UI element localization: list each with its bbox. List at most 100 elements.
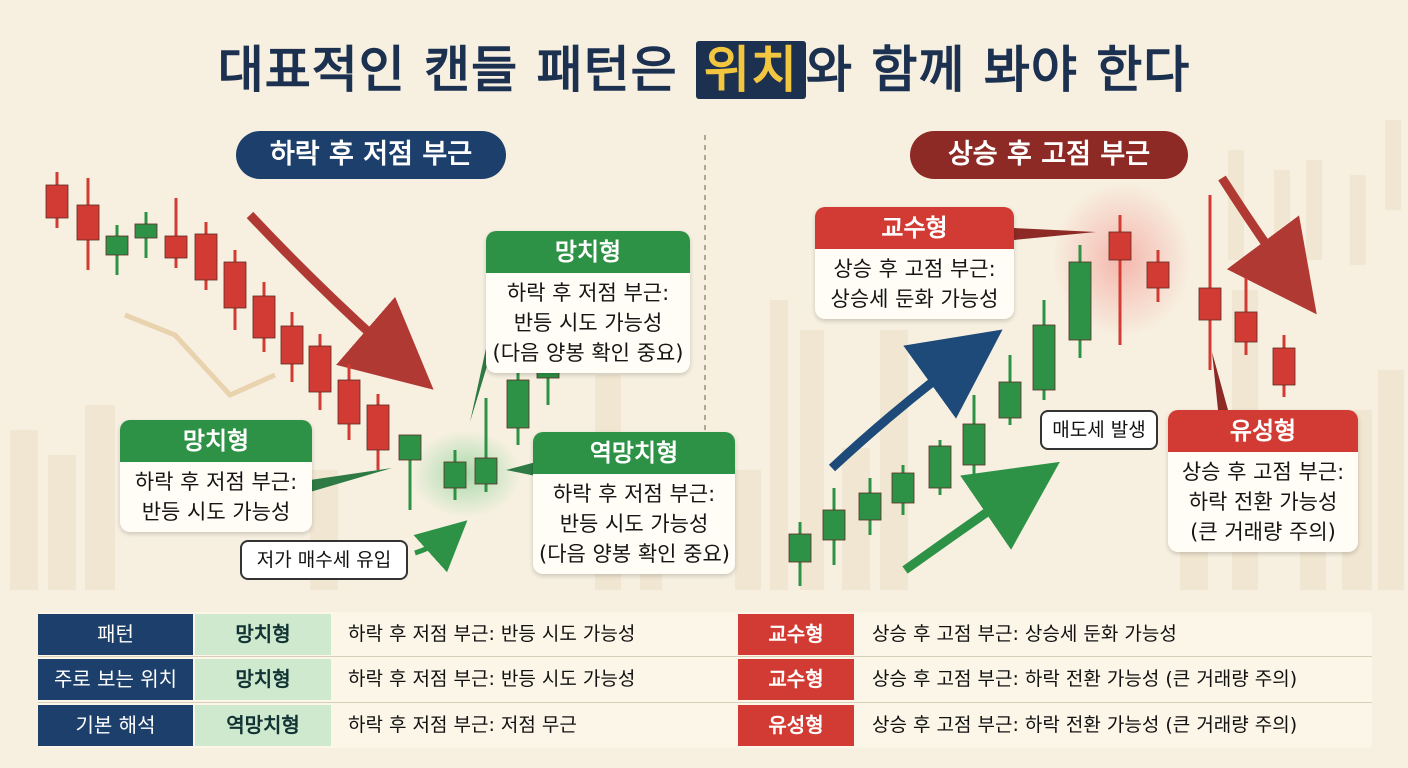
background-bar — [1378, 370, 1404, 590]
left-description: 하락 후 저점 부근: 반등 시도 가능성 — [348, 623, 636, 645]
table-row: 기본 해석 역망치형 하락 후 저점 부근: 저점 무근 유성형 상승 후 고점… — [38, 705, 1372, 748]
candle — [822, 488, 846, 565]
right-description: 상승 후 고점 부근: 상승세 둔화 가능성 — [872, 623, 1177, 645]
candle — [962, 395, 986, 480]
downtrend-arrow — [246, 211, 434, 390]
candle — [134, 212, 158, 258]
card-line: 상승 후 고점 부근: — [1181, 460, 1345, 484]
left-description: 하락 후 저점 부근: 저점 무근 — [348, 714, 577, 736]
background-bar — [48, 455, 76, 590]
candle-body — [928, 445, 952, 489]
card-line: 상승세 둔화 가능성 — [830, 287, 999, 311]
candle — [76, 178, 100, 270]
bubble-selling: 매도세 발생 — [1040, 410, 1158, 450]
reversal-arrow — [1218, 175, 1317, 315]
right-description: 상승 후 고점 부근: 하락 전환 가능성 (큰 거래량 주의) — [872, 668, 1298, 690]
candle — [1234, 278, 1258, 355]
candle — [1146, 250, 1170, 302]
candle-body — [998, 381, 1022, 419]
candle — [998, 355, 1022, 425]
table-row: 주로 보는 위치 망치형 하락 후 저점 부근: 반등 시도 가능성 교수형 상… — [38, 659, 1372, 702]
candle-body — [1272, 347, 1296, 386]
candle-body — [1108, 231, 1132, 261]
card-line: (다음 양봉 확인 중요) — [492, 341, 684, 365]
candle — [474, 398, 498, 492]
candle-body — [443, 461, 467, 489]
candle-body — [1068, 261, 1092, 341]
card-title: 유성형 — [1168, 410, 1358, 452]
candle-body — [398, 434, 422, 461]
candles — [45, 172, 1296, 586]
candle — [1068, 245, 1092, 358]
candle — [194, 222, 218, 290]
right-description: 상승 후 고점 부근: 하락 전환 가능성 (큰 거래량 주의) — [872, 714, 1298, 736]
candle-body — [134, 223, 158, 239]
candle-body — [858, 492, 882, 521]
right-pattern: 교수형 — [738, 659, 854, 700]
candle-body — [76, 204, 100, 241]
title-highlight: 위치 — [696, 41, 806, 99]
candle — [105, 225, 129, 275]
card-shooting-star: 유성형 상승 후 고점 부근: 하락 전환 가능성 (큰 거래량 주의) — [1168, 410, 1358, 552]
background-bar — [1306, 160, 1322, 260]
card-line: (다음 양봉 확인 중요) — [539, 542, 730, 566]
left-pattern: 망치형 — [195, 614, 331, 655]
faint-trend-line — [124, 312, 277, 399]
candle — [164, 198, 188, 268]
candle — [223, 250, 247, 330]
candle — [788, 522, 812, 586]
card-line: 하락 후 저점 부근: — [506, 281, 670, 305]
candle-body — [1146, 261, 1170, 289]
candle-body — [280, 325, 304, 365]
section-label-bottom: 하락 후 저점 부근 — [236, 131, 506, 179]
candle-body — [45, 184, 69, 219]
row-divider — [38, 656, 1372, 657]
card-title: 역망치형 — [533, 432, 735, 474]
card-hammer-top: 망치형 하락 후 저점 부근: 반등 시도 가능성 (다음 양봉 확인 중요) — [486, 231, 690, 373]
right-pattern: 유성형 — [738, 705, 854, 746]
candle — [398, 434, 422, 510]
candle-body — [1198, 287, 1222, 321]
candle — [252, 282, 276, 352]
background-bar — [880, 330, 908, 590]
background-bar — [770, 300, 788, 590]
candle-body — [337, 379, 361, 425]
card-line: 하락 후 저점 부근: — [134, 470, 298, 494]
card-line: 하락 후 저점 부근: — [552, 482, 716, 506]
candle-body — [474, 457, 498, 485]
background-bar — [1385, 120, 1401, 210]
table-row: 패턴 망치형 하락 후 저점 부근: 반등 시도 가능성 교수형 상승 후 고점… — [38, 614, 1372, 657]
candle — [1198, 195, 1222, 370]
candle — [1272, 335, 1296, 397]
candle — [443, 450, 467, 500]
candle-body — [962, 423, 986, 466]
card-hanging-man: 교수형 상승 후 고점 부근: 상승세 둔화 가능성 — [815, 207, 1014, 319]
card-inverted-hammer: 역망치형 하락 후 저점 부근: 반등 시도 가능성 (다음 양봉 확인 중요) — [533, 432, 735, 574]
candle — [1108, 215, 1132, 345]
background-bar — [1274, 170, 1290, 260]
background-bar — [10, 430, 38, 590]
row-label: 패턴 — [38, 614, 193, 655]
candle-body — [252, 295, 276, 339]
candle — [928, 440, 952, 495]
candle — [308, 334, 332, 410]
small-green-arrow — [413, 520, 468, 573]
candle-body — [891, 472, 915, 504]
right-pattern: 교수형 — [738, 614, 854, 655]
candle-body — [788, 533, 812, 563]
candle — [366, 394, 390, 470]
card-line: (큰 거래량 주의) — [1190, 520, 1336, 544]
background-bar — [735, 470, 761, 590]
uptrend-arrow — [828, 329, 1003, 472]
row-divider — [38, 702, 1372, 703]
candle-body — [223, 261, 247, 309]
candle-body — [308, 345, 332, 393]
row-label: 주로 보는 위치 — [38, 659, 193, 700]
left-pattern: 망치형 — [195, 659, 331, 700]
card-line: 반등 시도 가능성 — [559, 512, 709, 536]
rebound-arrow — [902, 461, 1060, 574]
background-bar — [1350, 175, 1366, 265]
row-label: 기본 해석 — [38, 705, 193, 746]
candle — [891, 465, 915, 515]
